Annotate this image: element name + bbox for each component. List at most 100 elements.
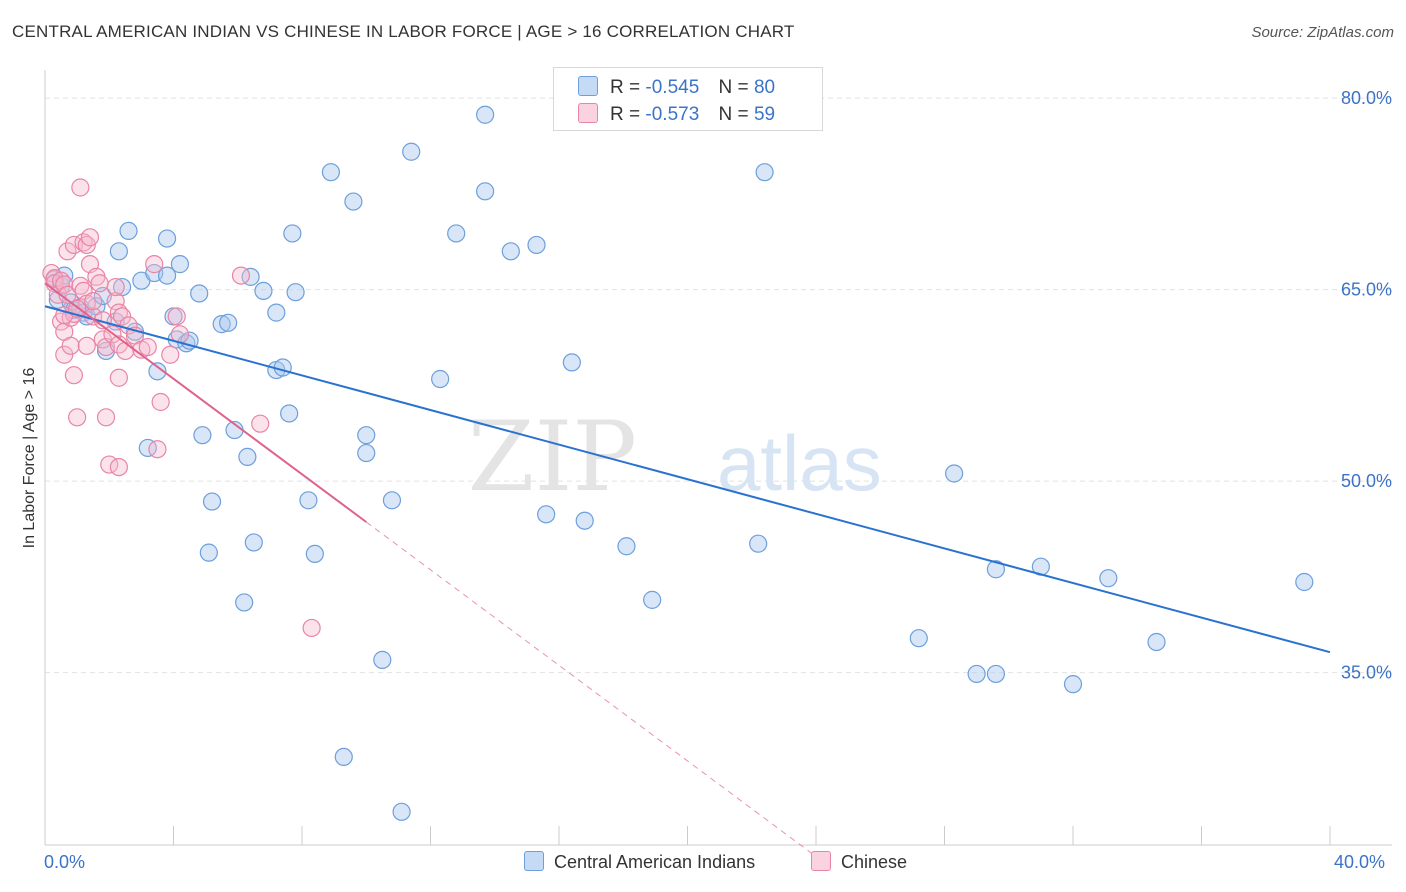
point-central-american-indians bbox=[202, 492, 222, 511]
point-central-american-indians bbox=[305, 544, 324, 564]
trend-line-chinese-extension bbox=[365, 521, 817, 857]
legend-n-label: N = bbox=[718, 104, 749, 125]
legend-n-label: N = bbox=[718, 77, 749, 98]
point-chinese bbox=[55, 275, 74, 294]
point-central-american-indians bbox=[193, 426, 212, 445]
point-central-american-indians bbox=[357, 443, 376, 463]
point-chinese bbox=[55, 345, 74, 364]
point-central-american-indians bbox=[273, 358, 292, 377]
point-central-american-indians bbox=[945, 464, 964, 483]
y-tick-label: 80.0% bbox=[1341, 88, 1392, 108]
legend-n-value: 59 bbox=[753, 104, 776, 125]
point-central-american-indians bbox=[501, 242, 520, 261]
y-tick-label: 65.0% bbox=[1341, 280, 1392, 300]
point-chinese bbox=[96, 408, 116, 427]
point-central-american-indians bbox=[1063, 675, 1083, 694]
point-central-american-indians bbox=[109, 242, 128, 261]
point-central-american-indians bbox=[344, 192, 363, 211]
point-central-american-indians bbox=[283, 224, 302, 243]
point-central-american-indians bbox=[199, 543, 218, 562]
point-chinese bbox=[109, 368, 128, 387]
watermark: ZIP atlas bbox=[468, 401, 882, 513]
point-chinese bbox=[112, 307, 132, 326]
point-central-american-indians bbox=[280, 404, 299, 423]
y-tick-label: 50.0% bbox=[1341, 471, 1392, 491]
point-central-american-indians bbox=[1295, 572, 1314, 592]
point-central-american-indians bbox=[402, 142, 421, 161]
trend-line-central-american-indians bbox=[44, 305, 1331, 654]
legend-row-central-american-indians: R = -0.545 N = 80 bbox=[578, 76, 775, 99]
point-central-american-indians bbox=[447, 224, 466, 243]
point-chinese bbox=[161, 345, 180, 364]
watermark-zip: ZIP bbox=[468, 401, 637, 513]
point-central-american-indians bbox=[643, 590, 662, 609]
point-central-american-indians bbox=[986, 664, 1006, 684]
legend-r-value: -0.545 bbox=[645, 77, 700, 98]
point-chinese bbox=[77, 336, 96, 355]
x-tick-label-min: 0.0% bbox=[44, 852, 86, 872]
point-central-american-indians bbox=[967, 664, 986, 684]
point-central-american-indians bbox=[1147, 632, 1166, 652]
point-central-american-indians bbox=[119, 221, 138, 241]
point-chinese bbox=[64, 366, 84, 385]
trend-lines bbox=[44, 282, 1331, 857]
series-chinese bbox=[42, 178, 321, 638]
bottom-legend-swatch-blue bbox=[524, 851, 544, 871]
point-central-american-indians bbox=[575, 511, 594, 530]
point-chinese bbox=[109, 457, 128, 477]
point-chinese bbox=[71, 178, 90, 197]
x-tick-label-max: 40.0% bbox=[1334, 852, 1386, 872]
point-central-american-indians bbox=[157, 266, 177, 285]
point-chinese bbox=[42, 263, 61, 283]
bottom-legend-label: Chinese bbox=[841, 852, 908, 872]
point-central-american-indians bbox=[537, 505, 556, 524]
point-chinese bbox=[145, 255, 164, 274]
y-tick-labels: 80.0% 65.0% 50.0% 35.0% bbox=[1341, 88, 1392, 683]
point-central-american-indians bbox=[254, 281, 273, 301]
point-central-american-indians bbox=[267, 303, 286, 322]
point-central-american-indians bbox=[334, 747, 353, 767]
legend-row-chinese: R = -0.573 N = 59 bbox=[578, 103, 775, 126]
point-central-american-indians bbox=[244, 533, 263, 552]
point-central-american-indians bbox=[476, 182, 495, 201]
point-central-american-indians bbox=[212, 315, 231, 334]
point-central-american-indians bbox=[286, 283, 305, 302]
point-central-american-indians bbox=[986, 560, 1006, 579]
correlation-legend: R = -0.545 N = 80 R = -0.573 N = 59 bbox=[553, 67, 823, 131]
point-central-american-indians bbox=[238, 447, 257, 466]
point-chinese bbox=[231, 266, 251, 285]
trend-line-chinese bbox=[44, 282, 367, 523]
point-chinese bbox=[71, 276, 90, 295]
point-central-american-indians bbox=[138, 438, 157, 458]
grid bbox=[45, 97, 1392, 674]
point-central-american-indians bbox=[157, 229, 177, 248]
point-central-american-indians bbox=[235, 593, 254, 612]
point-central-american-indians bbox=[190, 284, 209, 303]
point-chinese bbox=[61, 336, 80, 355]
point-chinese bbox=[151, 392, 170, 412]
point-central-american-indians bbox=[241, 267, 260, 286]
point-central-american-indians bbox=[373, 650, 392, 669]
point-chinese bbox=[148, 440, 167, 459]
point-chinese bbox=[106, 277, 125, 297]
point-central-american-indians bbox=[170, 255, 190, 274]
point-central-american-indians bbox=[476, 105, 495, 124]
point-central-american-indians bbox=[392, 802, 411, 821]
point-central-american-indians bbox=[1099, 569, 1118, 588]
point-central-american-indians bbox=[382, 491, 402, 510]
point-chinese bbox=[84, 292, 103, 311]
legend-n-value: 80 bbox=[753, 77, 776, 98]
point-chinese bbox=[68, 408, 87, 427]
point-chinese bbox=[167, 307, 186, 326]
point-central-american-indians bbox=[219, 313, 238, 332]
point-central-american-indians bbox=[749, 534, 768, 553]
legend-swatch-blue bbox=[578, 76, 598, 96]
watermark-atlas: atlas bbox=[717, 419, 882, 507]
point-central-american-indians bbox=[755, 163, 774, 182]
point-central-american-indians bbox=[527, 235, 546, 255]
point-central-american-indians bbox=[909, 629, 928, 648]
legend-r-label: R = bbox=[610, 77, 641, 98]
point-central-american-indians bbox=[299, 491, 318, 510]
point-central-american-indians bbox=[357, 426, 376, 445]
